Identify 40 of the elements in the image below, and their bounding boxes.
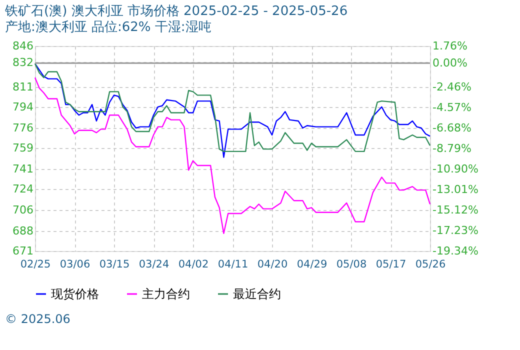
y-tick-label: 759 xyxy=(12,141,34,154)
y-tick-label: 846 xyxy=(12,40,34,52)
x-tick-label: 02/25 xyxy=(20,258,51,270)
y2-tick-label: -13.01% xyxy=(432,183,478,196)
y-tick-label: 671 xyxy=(12,244,34,258)
y-tick-label: 776 xyxy=(12,122,34,134)
y-tick-label: 832 xyxy=(12,56,34,69)
y-tick-label: 794 xyxy=(12,100,34,114)
y2-tick-label: 0.00% xyxy=(432,56,468,70)
y-tick-label: 724 xyxy=(12,182,34,196)
y2-tick-label: -6.68% xyxy=(432,122,472,134)
x-tick-label: 04/11 xyxy=(218,258,248,270)
x-tick-label: 05/17 xyxy=(376,258,406,270)
x-tick-label: 03/15 xyxy=(99,258,130,270)
y2-tick-label: -4.57% xyxy=(432,101,472,114)
y2-tick-label: -15.12% xyxy=(432,204,478,216)
x-tick-label: 04/02 xyxy=(178,258,209,270)
y-tick-label: 706 xyxy=(12,204,34,216)
x-tick-label: 05/26 xyxy=(415,258,446,270)
legend-label: 现货价格 xyxy=(51,287,99,301)
x-tick-label: 04/20 xyxy=(257,258,288,270)
y-tick-label: 688 xyxy=(12,224,34,238)
x-tick-label: 04/29 xyxy=(296,258,328,270)
y-tick-label: 811 xyxy=(12,80,34,94)
text: © 2025.06 xyxy=(5,312,70,326)
y2-tick-label: -19.34% xyxy=(432,244,478,258)
y2-tick-label: -10.90% xyxy=(432,162,478,176)
line-series xyxy=(34,77,431,234)
legend-label: 主力合约 xyxy=(142,287,190,301)
x-tick-label: 03/06 xyxy=(60,258,90,270)
x-tick-label: 03/24 xyxy=(138,258,170,270)
y-tick-label: 741 xyxy=(12,162,34,176)
chart-title: 铁矿石(澳) 澳大利亚 市场价格 2025-02-25 - 2025-05-26 xyxy=(4,4,348,19)
y2-tick-label: -2.46% xyxy=(432,80,472,94)
y2-tick-label: -8.79% xyxy=(432,142,472,155)
y2-tick-label: -17.23% xyxy=(432,224,478,237)
y2-tick-label: 1.76% xyxy=(432,40,468,52)
chart-subtitle: 产地:澳大利亚 品位:62% 干湿:湿吨 xyxy=(5,20,212,35)
x-tick-label: 05/08 xyxy=(336,258,367,270)
legend-label: 最近合约 xyxy=(233,287,281,301)
